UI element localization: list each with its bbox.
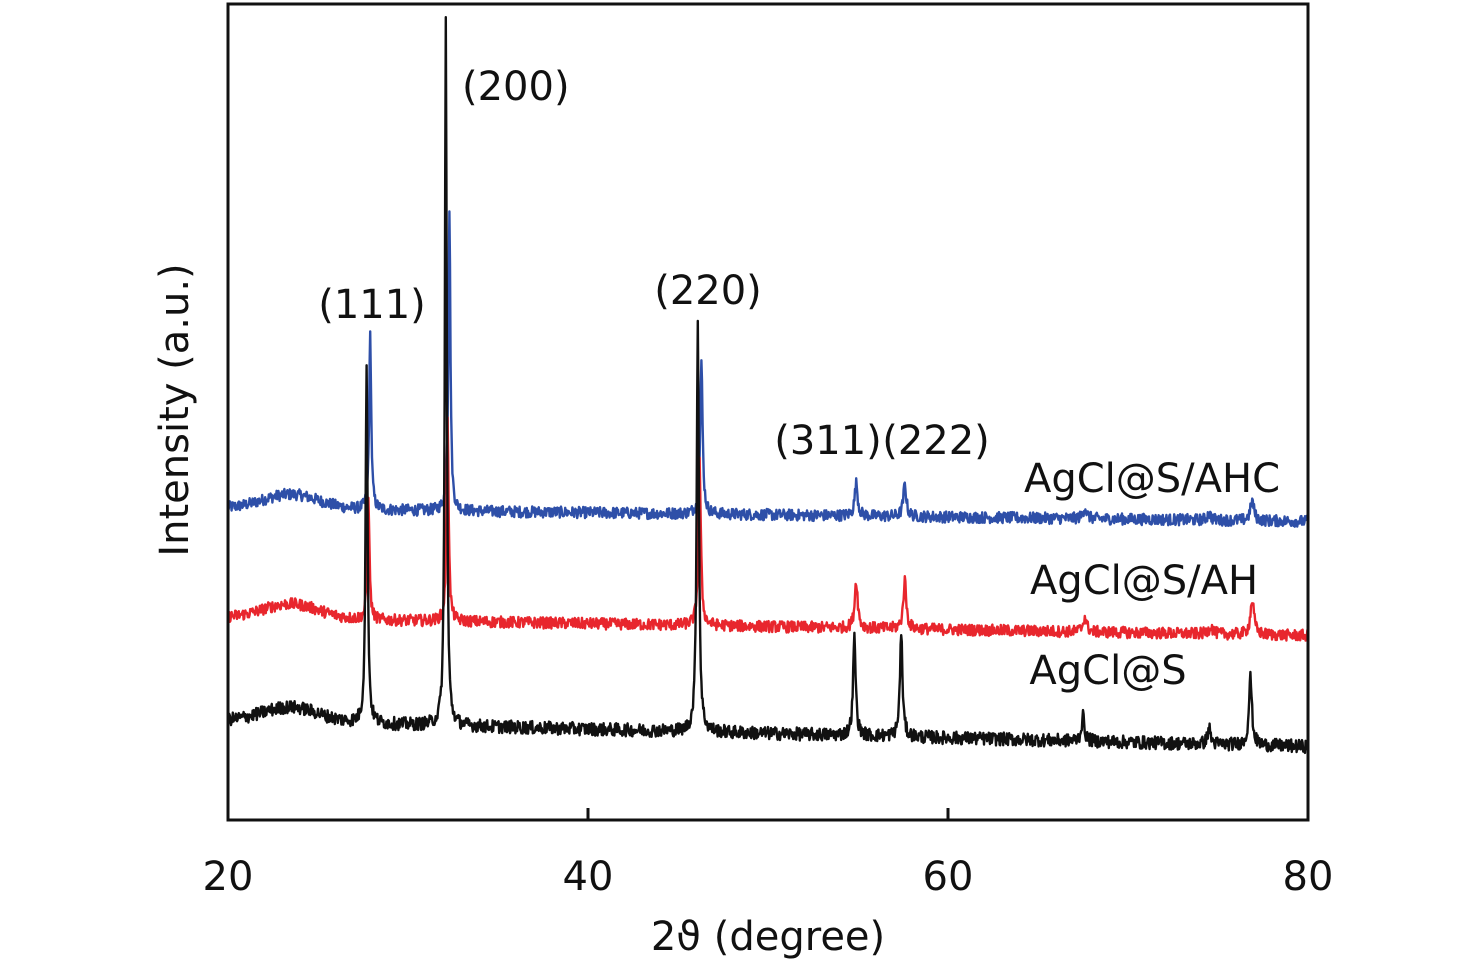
series-label: AgCl@S (1029, 648, 1186, 694)
peak-label: (200) (462, 64, 570, 110)
peak-label: (111) (318, 282, 426, 328)
series-layer (226, 16, 1310, 755)
peak-labels: (111) (200) (220) (311) (222) (318, 64, 990, 464)
x-tick-label: 40 (563, 854, 614, 900)
series-line (226, 210, 1310, 528)
series-labels: AgCl@S/AHC AgCl@S/AH AgCl@S (1024, 456, 1280, 694)
peak-label: (222) (882, 418, 990, 464)
peak-label: (311) (774, 418, 882, 464)
x-axis: 20 40 60 80 (203, 808, 1334, 900)
peak-label: (220) (654, 268, 762, 314)
series-label: AgCl@S/AH (1030, 558, 1258, 604)
x-tick-label: 20 (203, 854, 254, 900)
series-label: AgCl@S/AHC (1024, 456, 1280, 502)
series-line (226, 416, 1310, 642)
x-axis-title: 2ϑ (degree) (651, 914, 885, 960)
y-axis-title: Intensity (a.u.) (152, 263, 198, 556)
x-tick-label: 60 (923, 854, 974, 900)
plot-frame (226, 2, 1310, 822)
series-line (226, 16, 1310, 755)
x-tick-label: 80 (1283, 854, 1334, 900)
